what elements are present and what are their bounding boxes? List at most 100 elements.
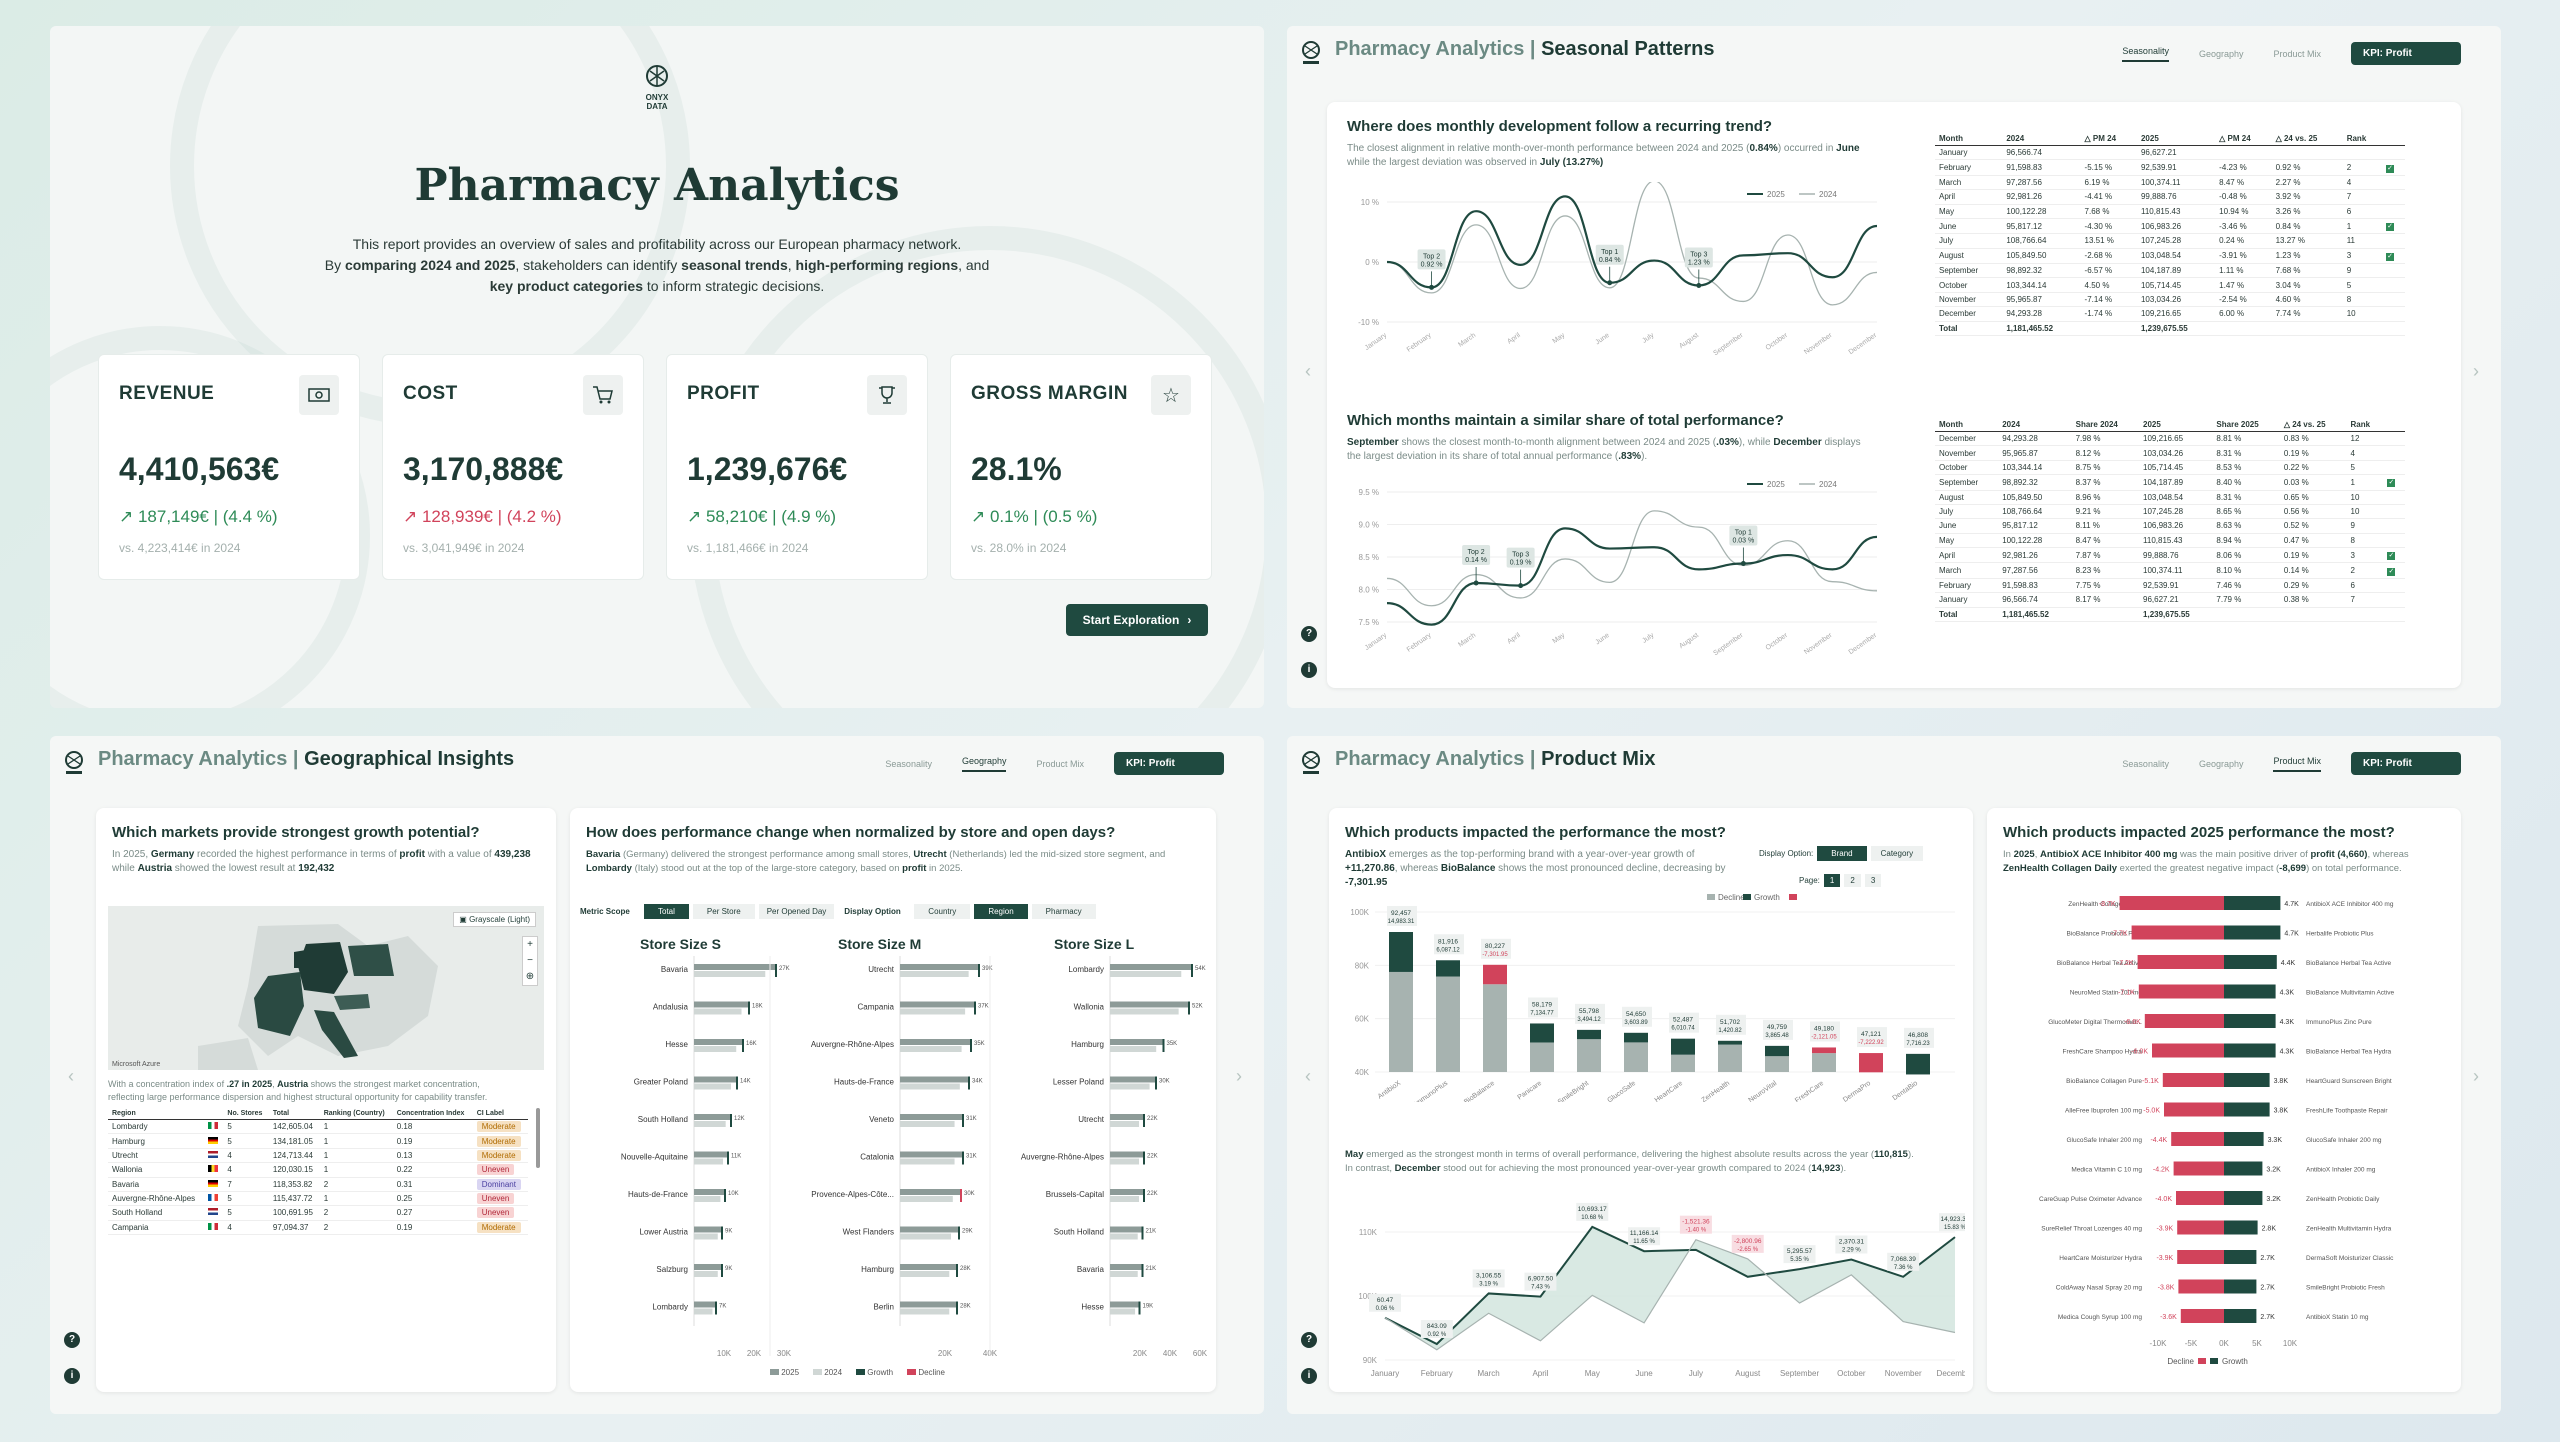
- display-country-button[interactable]: Country: [914, 904, 971, 919]
- table-scrollbar[interactable]: [536, 1108, 540, 1168]
- map-region-italy[interactable]: [314, 1010, 358, 1058]
- tab-seasonality[interactable]: Seasonality: [2122, 758, 2169, 769]
- table-row[interactable]: Auvergne-Rhône-Alpes 5 115,437.72 1 0.25 Unev…: [108, 1191, 528, 1207]
- info-icon[interactable]: i: [64, 1368, 80, 1384]
- chevron-left-icon[interactable]: ‹: [1305, 361, 1311, 381]
- table-row[interactable]: Total 1,181,465.52 1,239,675.55: [1935, 607, 2405, 622]
- column-header[interactable]: Share 2025: [2212, 418, 2280, 432]
- table-row[interactable]: Campania 4 97,094.37 2 0.19 Moderate: [108, 1220, 528, 1236]
- help-icon[interactable]: ?: [1301, 1332, 1317, 1348]
- tab-product-mix[interactable]: Product Mix: [2273, 48, 2321, 59]
- column-header[interactable]: 2024: [2002, 132, 2081, 146]
- map-region-poland[interactable]: [348, 944, 394, 976]
- chevron-left-icon[interactable]: ‹: [68, 1066, 74, 1086]
- column-header[interactable]: △ 24 vs. 25: [2279, 418, 2347, 432]
- table-row[interactable]: January 96,566.74 96,627.21: [1935, 145, 2405, 161]
- table-row[interactable]: Utrecht 4 124,713.44 1 0.13 Moderate: [108, 1148, 528, 1164]
- map-style-selector[interactable]: ▣ Grayscale (Light): [453, 912, 536, 927]
- table-row[interactable]: July 108,766.64 13.51 % 107,245.28 0.24 % 13.…: [1935, 233, 2405, 249]
- display-pharmacy-button[interactable]: Pharmacy: [1031, 904, 1096, 919]
- scope-total-button[interactable]: Total: [644, 904, 689, 919]
- display-region-button[interactable]: Region: [974, 904, 1028, 919]
- table-row[interactable]: April 92,981.26 -4.41 % 99,888.76 -0.48 % 3.9…: [1935, 189, 2405, 205]
- tab-seasonality[interactable]: Seasonality: [2122, 46, 2169, 62]
- column-header[interactable]: CI Label: [472, 1108, 528, 1120]
- page-2-button[interactable]: 2: [1844, 874, 1861, 887]
- column-header[interactable]: Region: [108, 1108, 205, 1120]
- zoom-out-button[interactable]: −: [527, 955, 533, 966]
- start-exploration-button[interactable]: Start Exploration ›: [1066, 604, 1208, 636]
- column-header[interactable]: Month: [1935, 132, 2003, 146]
- table-row[interactable]: April 92,981.26 7.87 % 99,888.76 8.06 % 0.19 …: [1935, 547, 2405, 564]
- kpi-selector[interactable]: KPI: Profit: [2351, 42, 2461, 65]
- tab-seasonality[interactable]: Seasonality: [885, 758, 932, 769]
- table-row[interactable]: August 105,849.50 -2.68 % 103,048.54 -3.91 %…: [1935, 248, 2405, 265]
- tab-product-mix[interactable]: Product Mix: [1036, 758, 1084, 769]
- help-icon[interactable]: ?: [1301, 626, 1317, 642]
- column-header[interactable]: Rank: [2342, 132, 2383, 146]
- table-row[interactable]: Total 1,181,465.52 1,239,675.55: [1935, 321, 2405, 336]
- column-header[interactable]: △ 24 vs. 25: [2271, 132, 2343, 146]
- table-row[interactable]: June 95,817.12 -4.30 % 106,983.26 -3.46 % 0.8…: [1935, 218, 2405, 235]
- table-row[interactable]: September 98,892.32 -6.57 % 104,187.89 1.11 …: [1935, 263, 2405, 279]
- column-header[interactable]: △ PM 24: [2215, 132, 2272, 146]
- column-header[interactable]: △ PM 24: [2080, 132, 2137, 146]
- column-header[interactable]: No. Stores: [223, 1108, 269, 1120]
- table-row[interactable]: May 100,122.28 7.68 % 110,815.43 10.94 % 3.26…: [1935, 204, 2405, 219]
- table-row[interactable]: February 91,598.83 -5.15 % 92,539.91 -4.23 %…: [1935, 159, 2405, 176]
- tab-geography[interactable]: Geography: [961, 756, 1007, 772]
- map-region-germany[interactable]: [298, 942, 348, 994]
- table-row[interactable]: December 94,293.28 -1.74 % 109,216.65 6.00 %…: [1935, 306, 2405, 322]
- page-1-button[interactable]: 1: [1823, 874, 1841, 887]
- reset-view-button[interactable]: ⊕: [525, 971, 535, 982]
- page-3-button[interactable]: 3: [1864, 874, 1882, 887]
- table-row[interactable]: June 95,817.12 8.11 % 106,983.26 8.63 % 0.52 …: [1935, 518, 2405, 534]
- table-row[interactable]: November 95,965.87 8.12 % 103,034.26 8.31 % 0…: [1935, 445, 2405, 461]
- column-header[interactable]: [204, 1108, 224, 1120]
- column-header[interactable]: 2025: [2139, 418, 2213, 432]
- table-row[interactable]: September 98,892.32 8.37 % 104,187.89 8.40 %…: [1935, 474, 2405, 491]
- scope-per-store-button[interactable]: Per Store: [692, 904, 755, 919]
- info-icon[interactable]: i: [1301, 1368, 1317, 1384]
- kpi-selector[interactable]: KPI: Profit: [1114, 752, 1224, 775]
- table-row[interactable]: March 97,287.56 6.19 % 100,374.11 8.47 % 2.27…: [1935, 175, 2405, 191]
- scope-per-day-button[interactable]: Per Opened Day: [758, 904, 835, 919]
- column-header[interactable]: 2025: [2136, 132, 2216, 146]
- table-row[interactable]: July 108,766.64 9.21 % 107,245.28 8.65 % 0.56…: [1935, 504, 2405, 520]
- table-row[interactable]: Lombardy 5 142,605.04 1 0.18 Moderate: [108, 1119, 528, 1135]
- chevron-right-icon[interactable]: ›: [1236, 1066, 1242, 1086]
- table-row[interactable]: Wallonia 4 120,030.15 1 0.22 Uneven: [108, 1162, 528, 1178]
- column-header[interactable]: Ranking (Country): [319, 1108, 393, 1120]
- tab-product-mix[interactable]: Product Mix: [2273, 756, 2321, 772]
- table-row[interactable]: October 103,344.14 8.75 % 105,714.45 8.53 % 0…: [1935, 460, 2405, 476]
- brand-option-button[interactable]: Brand: [1817, 846, 1867, 861]
- chevron-right-icon[interactable]: ›: [2473, 1066, 2479, 1086]
- zoom-in-button[interactable]: +: [527, 939, 533, 950]
- help-icon[interactable]: ?: [64, 1332, 80, 1348]
- map-region-austria[interactable]: [334, 994, 370, 1010]
- tab-geography[interactable]: Geography: [2198, 758, 2244, 769]
- chevron-left-icon[interactable]: ‹: [1305, 1066, 1311, 1086]
- table-row[interactable]: March 97,287.56 8.23 % 100,374.11 8.10 % 0.14…: [1935, 562, 2405, 579]
- column-header[interactable]: 2024: [1998, 418, 2072, 432]
- column-header[interactable]: Concentration Index: [392, 1108, 473, 1120]
- column-header[interactable]: Total: [268, 1108, 320, 1120]
- table-row[interactable]: October 103,344.14 4.50 % 105,714.45 1.47 % 3…: [1935, 277, 2405, 293]
- column-header[interactable]: Rank: [2346, 418, 2384, 432]
- table-row[interactable]: December 94,293.28 7.98 % 109,216.65 8.81 % 0…: [1935, 431, 2405, 447]
- column-header[interactable]: Share 2024: [2071, 418, 2140, 432]
- table-row[interactable]: Bavaria 7 118,353.82 2 0.31 Dominant: [108, 1177, 528, 1192]
- europe-map[interactable]: ▣ Grayscale (Light) + − ⊕ Microsoft Azure: [108, 906, 544, 1070]
- table-row[interactable]: January 96,566.74 8.17 % 96,627.21 7.79 % 0.3…: [1935, 592, 2405, 608]
- map-region-france[interactable]: [254, 972, 304, 1036]
- column-header[interactable]: Month: [1935, 418, 1999, 432]
- chevron-right-icon[interactable]: ›: [2473, 361, 2479, 381]
- category-option-button[interactable]: Category: [1870, 846, 1924, 861]
- table-row[interactable]: February 91,598.83 7.75 % 92,539.91 7.46 % 0.…: [1935, 578, 2405, 594]
- kpi-selector[interactable]: KPI: Profit: [2351, 752, 2461, 775]
- tab-geography[interactable]: Geography: [2198, 48, 2244, 59]
- table-row[interactable]: Hamburg 5 134,181.05 1 0.19 Moderate: [108, 1133, 528, 1149]
- table-row[interactable]: May 100,122.28 8.47 % 110,815.43 8.94 % 0.47 …: [1935, 533, 2405, 549]
- info-icon[interactable]: i: [1301, 662, 1317, 678]
- table-row[interactable]: South Holland 5 100,691.95 2 0.27 Uneven: [108, 1205, 528, 1221]
